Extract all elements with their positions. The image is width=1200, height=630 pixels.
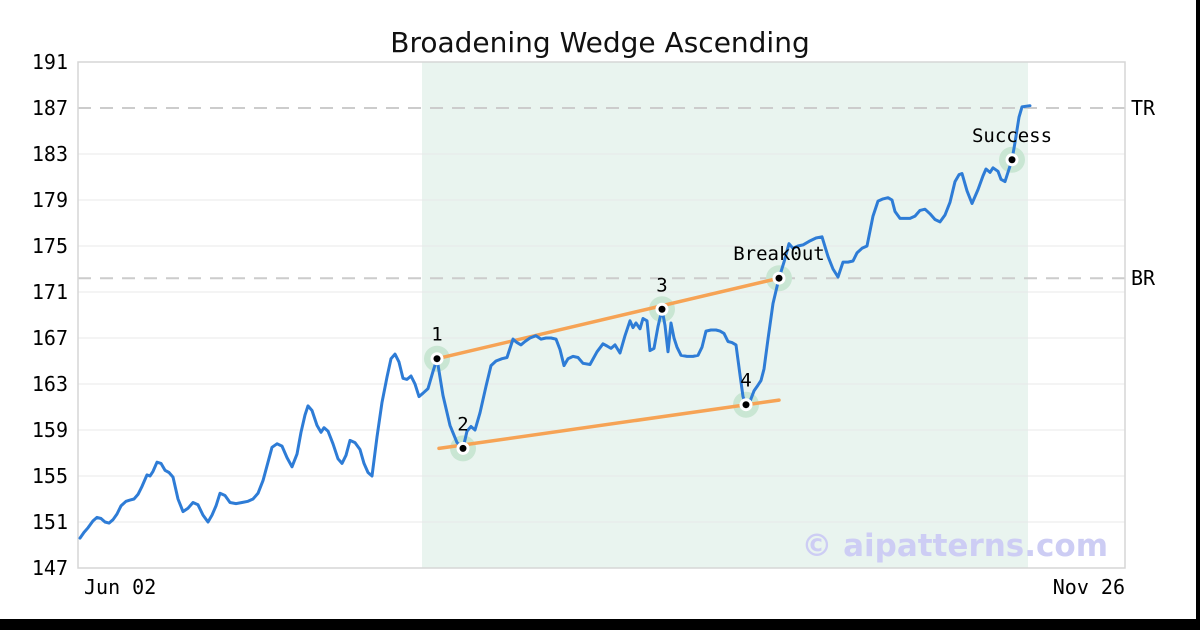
y-tick-label: 147 xyxy=(32,556,68,580)
plot-border xyxy=(77,61,1126,569)
watermark: © aipatterns.com xyxy=(801,528,1108,564)
marker-dot-2 xyxy=(459,444,467,452)
annotation-label-2: 2 xyxy=(457,413,468,435)
price-line xyxy=(78,104,1032,540)
y-tick-label: 151 xyxy=(32,510,68,534)
marker-dot-success xyxy=(1008,156,1016,164)
marker-dot-3 xyxy=(658,305,666,313)
y-tick-label: 167 xyxy=(32,326,68,350)
chart-title: Broadening Wedge Ascending xyxy=(390,26,810,59)
y-tick-label: 191 xyxy=(32,50,68,74)
lower-trendline xyxy=(437,398,781,451)
y-tick-label: 155 xyxy=(32,464,68,488)
pattern-region xyxy=(422,62,1028,568)
x-tick-label: Nov 26 xyxy=(1053,575,1125,599)
y-tick-label: 163 xyxy=(32,372,68,396)
marker-dot-1 xyxy=(433,355,441,363)
marker-dot-break0ut xyxy=(775,274,783,282)
y-tick-label: 175 xyxy=(32,234,68,258)
annotation-label-3: 3 xyxy=(656,274,667,296)
right-border-bar xyxy=(1196,0,1200,630)
upper-trendline xyxy=(435,276,781,361)
annotation-label-success: Success xyxy=(972,125,1052,147)
marker-dot-4 xyxy=(742,401,750,409)
annotation-label-break0ut: Break0ut xyxy=(733,243,825,265)
y-tick-label: 183 xyxy=(32,142,68,166)
y-tick-label: 187 xyxy=(32,96,68,120)
annotation-label-1: 1 xyxy=(431,324,442,346)
x-tick-label: Jun 02 xyxy=(84,575,156,599)
annotation-label-4: 4 xyxy=(740,370,751,392)
level-label-tr: TR xyxy=(1131,96,1156,120)
y-tick-label: 159 xyxy=(32,418,68,442)
y-tick-label: 179 xyxy=(32,188,68,212)
level-label-br: BR xyxy=(1131,266,1156,290)
y-tick-label: 171 xyxy=(32,280,68,304)
bottom-border-bar xyxy=(0,619,1200,630)
